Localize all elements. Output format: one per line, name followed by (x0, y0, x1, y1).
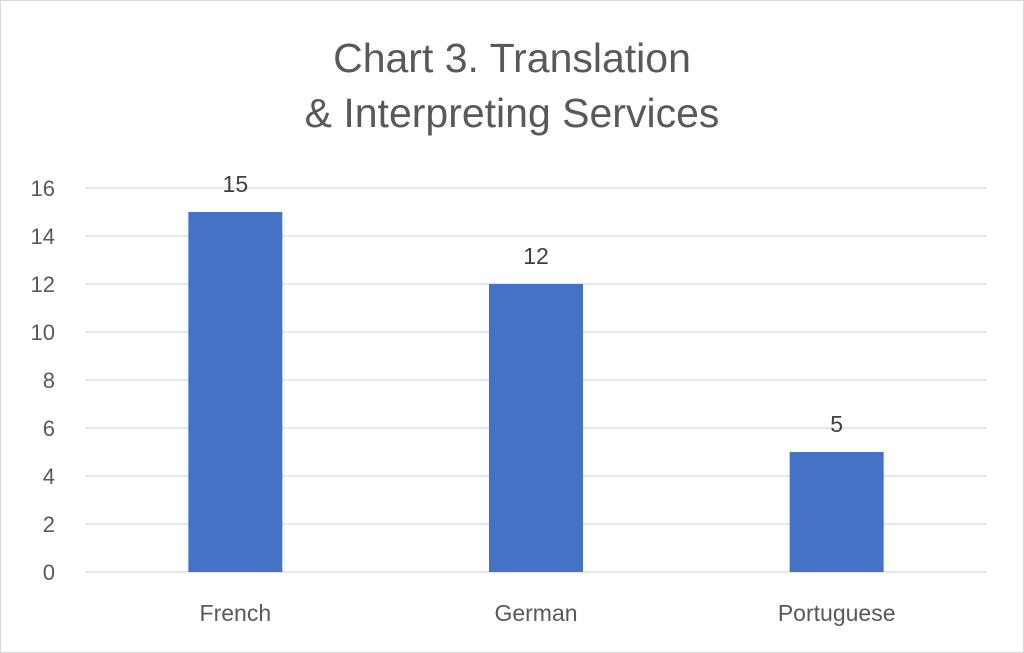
y-tick-label-4: 4 (43, 464, 55, 489)
bar-german (489, 284, 583, 572)
chart-title: Chart 3. Translation & Interpreting Serv… (1, 31, 1023, 141)
data-label-german: 12 (523, 243, 549, 269)
y-tick-label-8: 8 (43, 368, 55, 393)
x-tick-label-french: French (200, 600, 272, 626)
x-tick-label-portuguese: Portuguese (778, 600, 896, 626)
chart-title-line-2: & Interpreting Services (304, 90, 720, 136)
bar-portuguese (789, 452, 884, 572)
y-tick-label-6: 6 (43, 416, 55, 441)
y-tick-label-16: 16 (31, 176, 55, 201)
y-tick-label-12: 12 (31, 272, 55, 297)
y-tick-label-0: 0 (43, 560, 55, 585)
x-tick-label-german: German (494, 600, 577, 626)
bar-french (188, 212, 283, 572)
chart-title-line-1: Chart 3. Translation (333, 35, 691, 81)
y-tick-label-14: 14 (31, 224, 55, 249)
y-tick-label-2: 2 (43, 512, 55, 537)
y-tick-label-10: 10 (31, 320, 55, 345)
data-label-french: 15 (223, 171, 249, 197)
data-label-portuguese: 5 (830, 411, 843, 437)
